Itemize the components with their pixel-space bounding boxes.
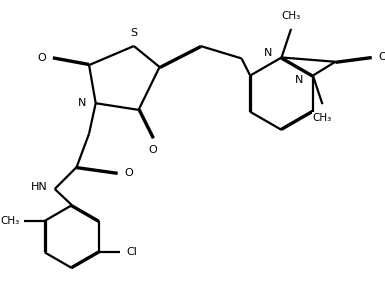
Text: O: O — [125, 168, 134, 178]
Text: CH₃: CH₃ — [1, 216, 20, 226]
Text: CH₃: CH₃ — [281, 11, 301, 20]
Text: O: O — [378, 52, 385, 62]
Text: S: S — [130, 28, 137, 38]
Text: N: N — [78, 98, 87, 108]
Text: N: N — [295, 75, 304, 85]
Text: O: O — [149, 145, 157, 155]
Text: O: O — [37, 53, 46, 63]
Text: N: N — [264, 48, 273, 58]
Text: Cl: Cl — [126, 247, 137, 257]
Text: CH₃: CH₃ — [313, 112, 332, 123]
Text: HN: HN — [31, 182, 48, 192]
